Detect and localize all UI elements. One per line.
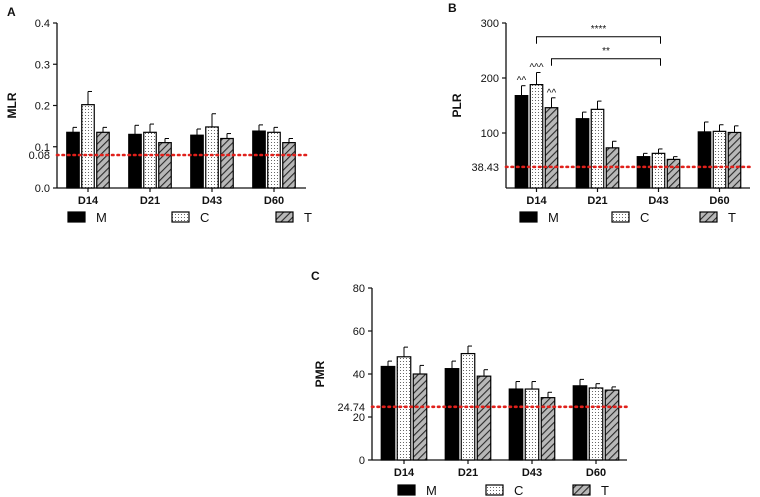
bar-a-c-d21 (143, 131, 157, 189)
bar-a-m-d21 (128, 133, 142, 189)
bar-c-m-d14 (380, 365, 396, 461)
legend-label-c-c: C (514, 483, 523, 497)
bar-a-m-d14 (66, 131, 80, 189)
x-tick-label-c: D21 (458, 467, 478, 479)
y-axis-label-b: PLR (450, 93, 464, 117)
bar-b-t-d60 (727, 131, 742, 189)
legend-swatch-c-c (485, 484, 504, 496)
legend-label-b-c: C (640, 210, 649, 225)
bar-a-c-d43 (205, 126, 219, 189)
bar-b-t-d14 (544, 107, 559, 189)
reference-value-label-c: 24.74 (337, 402, 365, 414)
bar-c-m-d60 (572, 385, 588, 461)
significance-mark-b: ^^^ (529, 63, 543, 74)
y-tick-label-c: 80 (353, 283, 365, 295)
bar-b-m-d21 (575, 118, 590, 189)
reference-value-label-b: 38.43 (471, 162, 499, 174)
significance-bracket-b (536, 36, 661, 44)
legend-label-a-m: M (96, 210, 107, 225)
bar-b-m-d43 (636, 156, 651, 189)
bar-c-c-d14 (396, 356, 412, 461)
significance-bracket-b (551, 58, 661, 66)
bar-c-t-d60 (604, 389, 620, 461)
bar-b-t-d43 (666, 158, 681, 189)
legend-swatch-c-m (397, 484, 416, 496)
legend-label-b-m: M (548, 210, 559, 225)
bar-c-c-d60 (588, 387, 604, 461)
x-tick-label-c: D14 (394, 467, 415, 479)
x-tick-label-c: D43 (522, 467, 542, 479)
y-tick-label-c: 0 (359, 455, 365, 467)
y-tick-label-c: 60 (353, 326, 365, 338)
panel-label-c: C (311, 269, 320, 283)
bar-a-m-d43 (190, 134, 204, 189)
significance-label-b: **** (591, 24, 607, 35)
bar-c-c-d43 (524, 388, 540, 461)
y-axis-label-c: PMR (313, 360, 327, 387)
y-tick-label-a: 0.3 (35, 59, 50, 71)
y-tick-label-b: 100 (481, 128, 499, 140)
legend-swatch-c-t (572, 484, 591, 496)
y-tick-label-a: 0.1 (35, 142, 50, 154)
legend-label-a-t: T (304, 210, 312, 225)
legend-swatch-b-m (519, 211, 538, 223)
bar-b-c-d43 (651, 152, 666, 189)
significance-mark-b: ^^ (517, 76, 527, 87)
bar-c-t-d21 (476, 375, 492, 461)
legend-swatch-a-c (171, 211, 190, 223)
bar-a-m-d60 (252, 130, 266, 189)
x-tick-label-b: D43 (648, 195, 668, 207)
x-tick-label-a: D60 (264, 195, 284, 207)
bar-b-c-d14 (529, 83, 544, 189)
bar-a-t-d21 (158, 142, 172, 189)
x-tick-label-c: D60 (586, 467, 606, 479)
bar-c-m-d21 (444, 368, 460, 461)
y-tick-label-a: 0.4 (35, 18, 50, 30)
bar-b-c-d21 (590, 108, 605, 189)
legend-label-c-t: T (601, 483, 609, 497)
bar-a-c-d14 (81, 104, 95, 189)
legend-swatch-a-m (67, 211, 86, 223)
x-tick-label-a: D14 (78, 195, 99, 207)
bar-b-c-d60 (712, 130, 727, 189)
y-axis-label-a: MLR (5, 92, 19, 118)
y-tick-label-b: 200 (481, 73, 499, 85)
panel-label-b: B (448, 1, 457, 15)
bar-c-m-d43 (508, 388, 524, 461)
legend-swatch-b-c (611, 211, 630, 223)
reference-value-label-a: 0.08 (29, 150, 50, 162)
bar-b-m-d14 (514, 94, 529, 189)
bar-a-t-d14 (96, 131, 110, 189)
y-tick-label-c: 40 (353, 369, 365, 381)
x-tick-label-a: D21 (140, 195, 160, 207)
y-tick-label-b: 300 (481, 18, 499, 30)
legend-label-a-c: C (200, 210, 209, 225)
bar-c-t-d14 (412, 373, 428, 461)
x-tick-label-a: D43 (202, 195, 222, 207)
y-tick-label-a: 0.2 (35, 101, 50, 113)
legend-swatch-a-t (275, 211, 294, 223)
legend-swatch-b-t (699, 211, 718, 223)
legend-label-b-t: T (728, 210, 736, 225)
y-tick-label-c: 20 (353, 412, 365, 424)
legend-label-c-m: M (426, 483, 437, 497)
bar-a-c-d60 (267, 131, 281, 189)
bar-b-m-d60 (697, 131, 712, 189)
significance-label-b: ** (602, 46, 610, 57)
y-tick-label-a: 0.0 (35, 183, 50, 195)
bar-a-t-d43 (220, 137, 234, 189)
x-tick-label-b: D21 (587, 195, 607, 207)
bar-a-t-d60 (282, 142, 296, 189)
significance-mark-b: ^^ (547, 88, 557, 99)
panel-label-a: A (7, 5, 16, 19)
x-tick-label-b: D60 (709, 195, 729, 207)
x-tick-label-b: D14 (526, 195, 547, 207)
